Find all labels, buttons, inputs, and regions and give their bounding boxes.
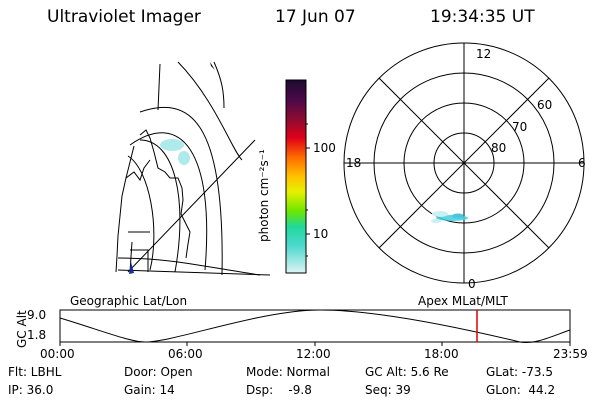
lat-label-80: 80 <box>491 141 507 155</box>
status-seq: Seq: 39 <box>365 383 411 397</box>
mlt-label-6: 6 <box>578 156 586 170</box>
apex-label: Apex MLat/MLT <box>418 294 508 308</box>
colorbar-tick-100: 100 <box>313 141 336 155</box>
status-gcalt: GC Alt: 5.6 Re <box>365 365 449 379</box>
status-gain: Gain: 14 <box>124 383 175 397</box>
orbit-xtick-1: 06:00 <box>168 347 203 361</box>
status-dsp: Dsp: -9.8 <box>246 383 312 397</box>
app-title: Ultraviolet Imager <box>47 7 201 27</box>
mlt-label-12: 12 <box>476 47 492 61</box>
time-display: 19:34:35 UT <box>430 7 535 27</box>
orbit-xtick-2: 12:00 <box>296 347 331 361</box>
orbit-xtick-0: 00:00 <box>40 347 75 361</box>
status-mode: Mode: Normal <box>246 365 330 379</box>
status-door: Door: Open <box>124 365 193 379</box>
status-flt: Flt: LBHL <box>8 365 62 379</box>
colorbar-tick-10: 10 <box>313 227 329 241</box>
orbit-ytick-top: 9.0 <box>27 308 47 322</box>
orbit-ytick-bottom: 1.8 <box>27 328 47 342</box>
mlt-label-0: 0 <box>468 277 476 291</box>
date-display: 17 Jun 07 <box>275 7 356 27</box>
geographic-label: Geographic Lat/Lon <box>70 294 188 308</box>
orbit-xtick-3: 18:00 <box>424 347 459 361</box>
lat-label-60: 60 <box>537 98 553 112</box>
lat-label-70: 70 <box>512 120 528 134</box>
status-glat: GLat: -73.5 <box>486 365 553 379</box>
orbit-xtick-4: 23:59 <box>553 347 588 361</box>
status-glon: GLon: 44.2 <box>486 383 556 397</box>
status-ip: IP: 36.0 <box>8 383 54 397</box>
mlt-label-18: 18 <box>346 156 362 170</box>
